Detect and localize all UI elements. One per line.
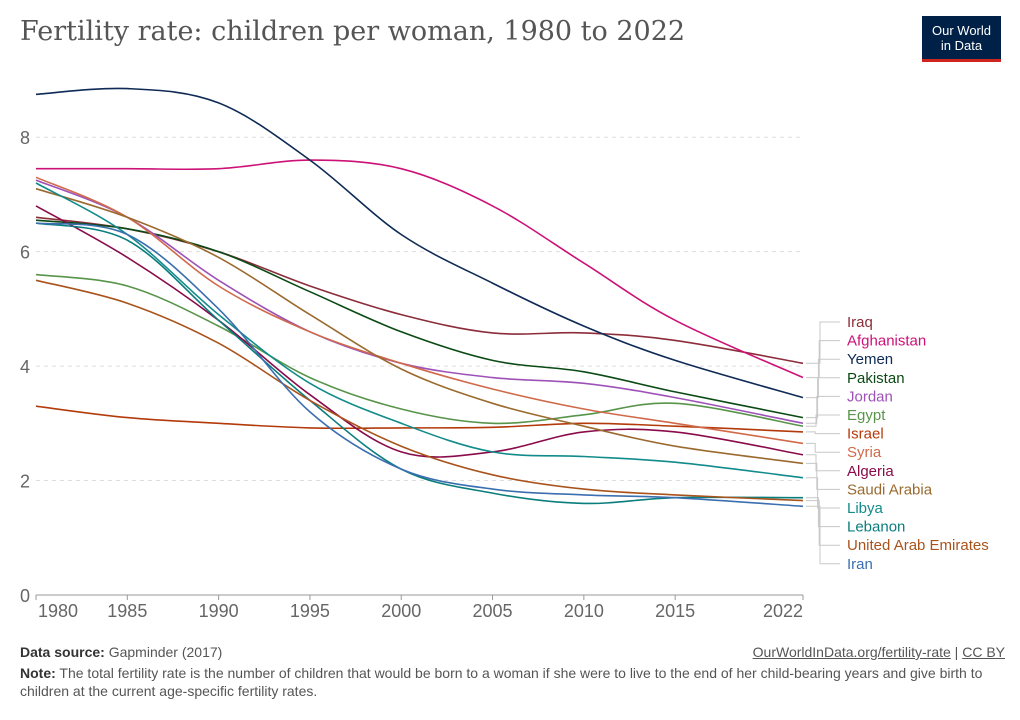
y-tick-label: 4	[20, 357, 30, 377]
series-line-iran[interactable]	[35, 222, 804, 508]
series-line-libya[interactable]	[35, 182, 804, 479]
y-tick-label: 8	[20, 128, 30, 148]
axes: 0 2 4 6 8 1980 1985 1990 1995 2000 2005 2010 2015 202…	[20, 128, 804, 621]
series-line-lebanon[interactable]	[35, 222, 804, 505]
legend-connector-syria	[806, 442, 840, 453]
legend-label-yemen[interactable]: Yemen	[847, 351, 893, 368]
license-link[interactable]: CC BY	[962, 644, 1005, 660]
legend-connector-yemen	[806, 358, 840, 399]
source-text: Gapminder (2017)	[108, 644, 223, 660]
legend-label-iran[interactable]: Iran	[847, 556, 873, 573]
x-tick-label: 1995	[290, 601, 330, 621]
legend-connector-lebanon	[806, 497, 840, 528]
x-tick-label: 1980	[38, 601, 78, 621]
series-lines	[35, 87, 804, 508]
footer-link: OurWorldInData.org/fertility-rate | CC B…	[753, 644, 1005, 660]
logo-line-1: Our World	[932, 23, 991, 38]
x-tick-label: 2022	[763, 601, 803, 621]
legend-connector-jordan	[806, 395, 840, 424]
x-tick-label: 2005	[473, 601, 513, 621]
series-line-israel[interactable]	[35, 405, 804, 433]
series-line-pakistan[interactable]	[35, 219, 804, 419]
legend-label-lebanon[interactable]: Lebanon	[847, 519, 905, 536]
gridlines	[36, 136, 803, 482]
legend-label-jordan[interactable]: Jordan	[847, 388, 893, 405]
fertility-rate-link[interactable]: OurWorldInData.org/fertility-rate	[752, 644, 951, 660]
legend-connector-iran	[806, 505, 840, 565]
y-tick-label: 0	[20, 586, 30, 606]
legend-label-syria[interactable]: Syria	[847, 444, 882, 461]
legend-connector-algeria	[806, 454, 840, 472]
legend-label-algeria[interactable]: Algeria	[847, 463, 894, 480]
y-tick-label: 6	[20, 243, 30, 263]
line-chart: 0 2 4 6 8 1980 1985 1990 1995 2000 2005 2010 2015 202…	[20, 87, 989, 621]
series-line-algeria[interactable]	[35, 205, 804, 458]
legend-connector-united-arab-emirates	[806, 500, 840, 546]
series-line-yemen[interactable]	[35, 87, 804, 399]
source-label: Data source:	[20, 644, 105, 660]
legend-label-egypt[interactable]: Egypt	[847, 407, 886, 424]
legend-connector-egypt	[806, 414, 840, 427]
legend-connector-israel	[806, 431, 840, 435]
chart-note: Note: The total fertility rate is the nu…	[20, 664, 1005, 700]
x-tick-label: 2015	[655, 601, 695, 621]
series-line-syria[interactable]	[35, 176, 804, 445]
x-tick-label: 2010	[564, 601, 604, 621]
x-tick-label: 1985	[107, 601, 147, 621]
owid-logo[interactable]: Our World in Data	[922, 16, 1001, 62]
legend-label-israel[interactable]: Israel	[847, 426, 884, 443]
note-text: The total fertility rate is the number o…	[20, 665, 983, 699]
legend-connector-saudi-arabia	[806, 462, 840, 490]
legend-connector-pakistan	[806, 377, 840, 419]
series-line-iraq[interactable]	[35, 216, 804, 365]
legend-label-pakistan[interactable]: Pakistan	[847, 370, 905, 387]
legend-connector-iraq	[806, 321, 840, 364]
series-line-saudi-arabia[interactable]	[35, 187, 804, 465]
legend-label-libya[interactable]: Libya	[847, 500, 884, 517]
y-tick-label: 2	[20, 472, 30, 492]
legend-label-united-arab-emirates[interactable]: United Arab Emirates	[847, 537, 989, 554]
note-label: Note:	[20, 665, 56, 681]
x-tick-label: 1990	[199, 601, 239, 621]
legend-label-iraq[interactable]: Iraq	[847, 314, 873, 331]
chart-title: Fertility rate: children per woman, 1980…	[20, 16, 686, 47]
series-line-afghanistan[interactable]	[36, 159, 804, 379]
series-line-jordan[interactable]	[35, 179, 804, 425]
series-line-united-arab-emirates[interactable]	[35, 279, 804, 502]
series-line-egypt[interactable]	[35, 273, 804, 427]
x-tick-label: 2000	[381, 601, 421, 621]
logo-line-2: in Data	[940, 38, 983, 53]
legend-label-saudi-arabia[interactable]: Saudi Arabia	[847, 481, 933, 498]
data-source: Data source: Gapminder (2017)	[20, 644, 1005, 660]
legend-label-afghanistan[interactable]: Afghanistan	[847, 333, 926, 350]
link-separator: |	[954, 644, 959, 660]
legend-connector-libya	[806, 477, 840, 509]
